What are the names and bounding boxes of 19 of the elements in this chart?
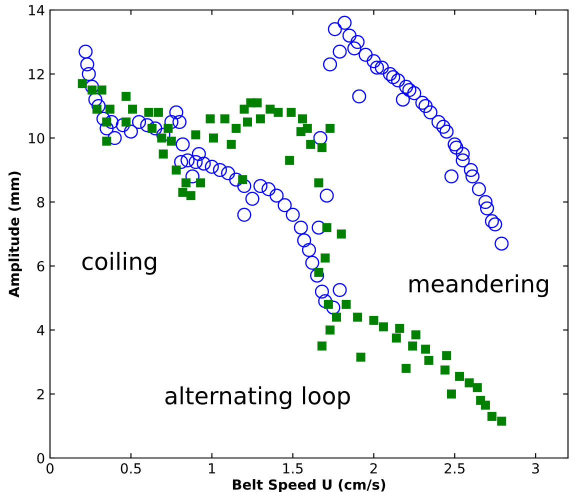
y-tick-label: 8: [37, 196, 44, 208]
y-tick-label: 4: [36, 325, 44, 336]
x-tick-label: 2: [370, 463, 377, 474]
x-tick-label: 0.5: [120, 463, 141, 474]
x-tick-label: 3: [532, 463, 539, 474]
x-tick-label: 1.5: [283, 463, 303, 474]
x-tick-label: 1: [208, 463, 216, 474]
y-tick-label: 6: [37, 260, 44, 272]
y-tick-label: 14: [28, 5, 44, 16]
y-tick-label: 2: [37, 388, 44, 400]
y-tick-label: 0: [37, 452, 44, 464]
x-tick-label: 2.5: [444, 463, 465, 474]
y-tick-label: 10: [28, 132, 44, 144]
annotation: coiling: [82, 252, 156, 275]
x-tick-label: 0: [46, 463, 54, 474]
y-tick-label: 12: [28, 68, 44, 80]
annotation: alternating loop: [165, 386, 350, 410]
annotation: meandering: [410, 274, 548, 298]
y-axis-title: Amplitude (mm): [8, 172, 22, 298]
